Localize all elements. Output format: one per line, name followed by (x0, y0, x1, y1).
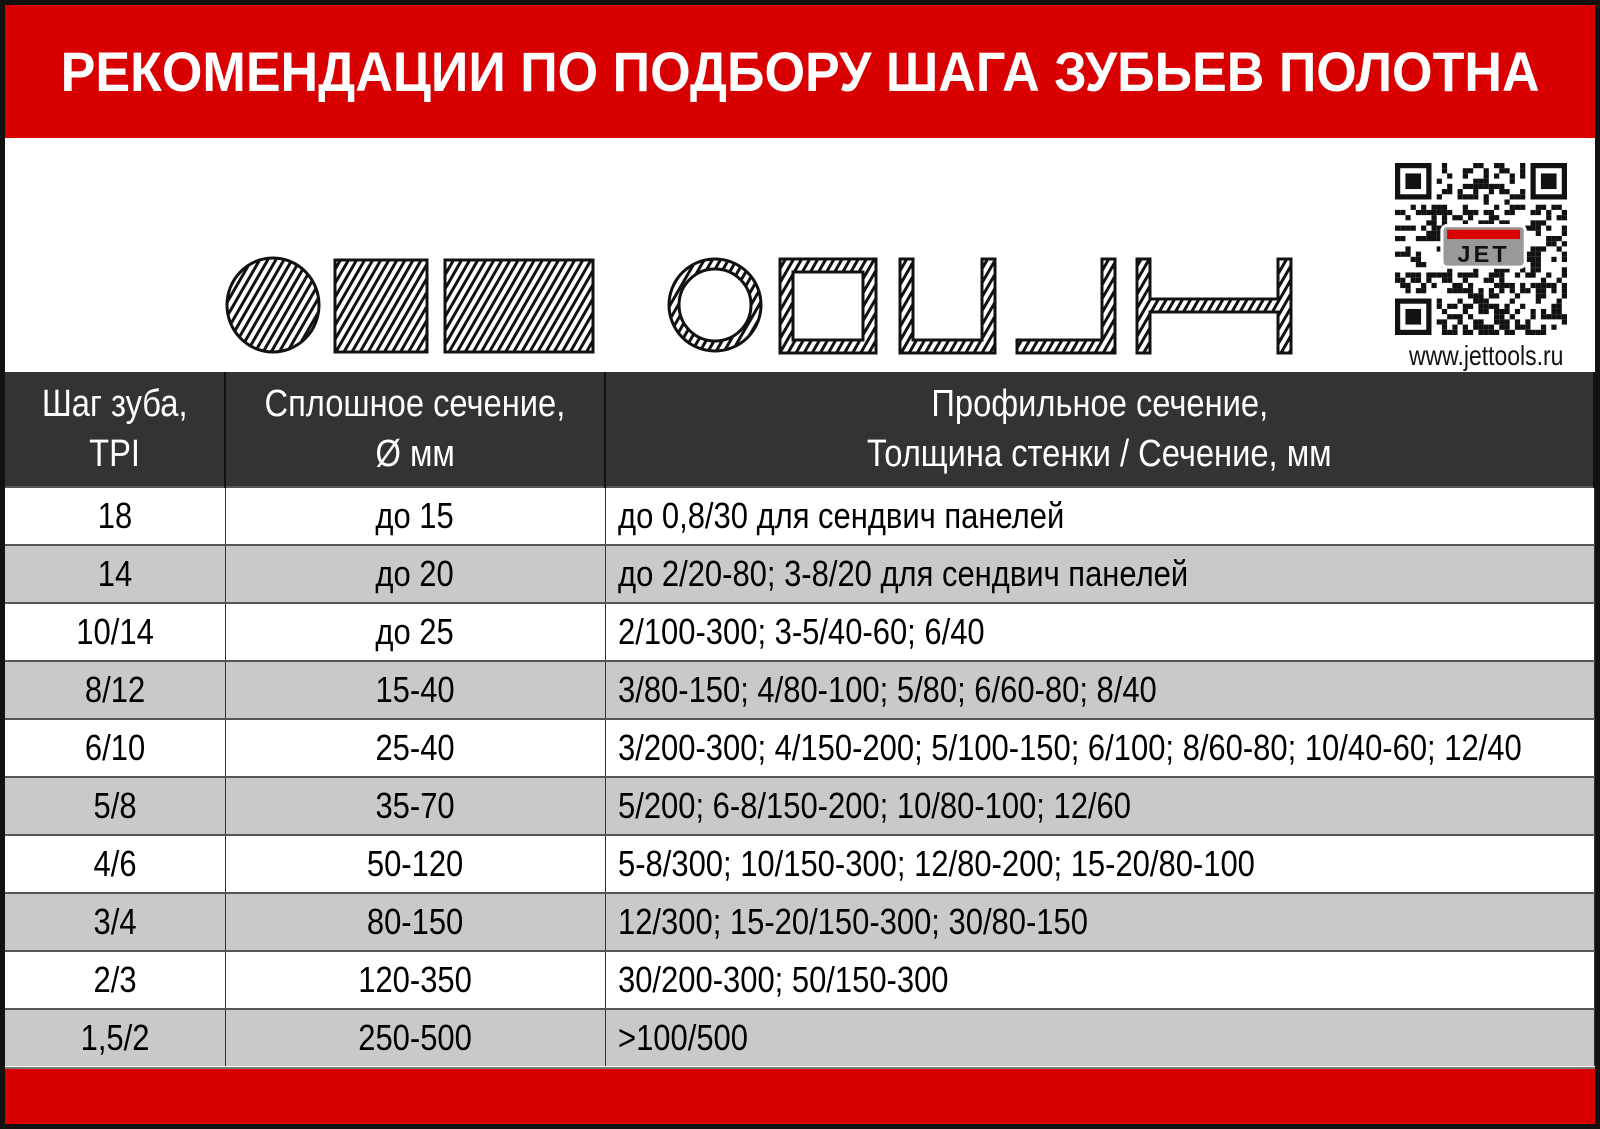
tpi-cell: 14 (5, 544, 226, 603)
angle-icon (1015, 257, 1117, 355)
table-row: 10/14 до 25 2/100-300; 3-5/40-60; 6/40 (5, 602, 1595, 661)
profile-cell-text: 5-8/300; 10/150-300; 12/80-200; 15-20/80… (617, 843, 1255, 884)
tpi-cell: 10/14 (5, 602, 226, 661)
tpi-cell-text: 4/6 (93, 843, 137, 884)
header-tpi: Шаг зуба, TPI (5, 372, 226, 487)
solid-cell-text: до 25 (375, 611, 455, 652)
solid-cell: 250-500 (225, 1008, 606, 1066)
tpi-cell-text: 14 (97, 553, 132, 594)
profile-cell: >100/500 (605, 1008, 1595, 1066)
profile-cell-text: 2/100-300; 3-5/40-60; 6/40 (617, 611, 985, 652)
table-row: 14 до 20 до 2/20-80; 3-8/20 для сендвич па… (5, 544, 1595, 603)
solid-round-icon (225, 256, 321, 354)
footer-band (5, 1067, 1595, 1124)
tpi-cell-text: 2/3 (93, 959, 137, 1000)
header-solid: Сплошное сечение, Ø мм (225, 372, 606, 487)
solid-cell: 25-40 (225, 718, 606, 777)
profile-cell-text: >100/500 (617, 1017, 748, 1058)
tpi-cell-text: 18 (97, 495, 132, 536)
channel-icon (898, 257, 997, 355)
i-beam-icon (1135, 257, 1293, 355)
tpi-cell: 2/3 (5, 950, 226, 1009)
tpi-cell-text: 6/10 (84, 727, 145, 768)
profile-cell: 2/100-300; 3-5/40-60; 6/40 (605, 602, 1595, 661)
profile-cell-text: до 2/20-80; 3-8/20 для сендвич панелей (617, 553, 1188, 594)
solid-cell-text: 15-40 (375, 669, 455, 710)
tpi-cell: 8/12 (5, 660, 226, 719)
profile-cell-text: 5/200; 6-8/150-200; 10/80-100; 12/60 (617, 785, 1131, 826)
profile-cell-text: до 0,8/30 для сендвич панелей (617, 495, 1064, 536)
section-figures (225, 256, 1293, 355)
website-link[interactable]: www.jettools.ru (1409, 340, 1564, 371)
profile-cell: 3/200-300; 4/150-200; 5/100-150; 6/100; … (605, 718, 1595, 777)
table-row: 3/4 80-150 12/300; 15-20/150-300; 30/80-15… (5, 892, 1595, 951)
profile-cell: 5/200; 6-8/150-200; 10/80-100; 12/60 (605, 776, 1595, 835)
solid-cell-text: до 15 (375, 495, 455, 536)
profile-cell: 3/80-150; 4/80-100; 5/80; 6/60-80; 8/40 (605, 660, 1595, 719)
profile-cell-text: 3/200-300; 4/150-200; 5/100-150; 6/100; … (617, 727, 1522, 768)
tpi-table: Шаг зуба, TPI Сплошное сечение, Ø мм Профи… (5, 372, 1595, 1066)
profile-cell-text: 12/300; 15-20/150-300; 30/80-150 (617, 901, 1088, 942)
table-row: 8/12 15-40 3/80-150; 4/80-100; 5/80; 6/60-… (5, 660, 1595, 719)
tpi-cell-text: 8/12 (84, 669, 145, 710)
solid-cell: до 25 (225, 602, 606, 661)
solid-cell-text: 25-40 (375, 727, 455, 768)
profile-cell: 30/200-300; 50/150-300 (605, 950, 1595, 1009)
tpi-cell-text: 5/8 (93, 785, 137, 826)
solid-cell: 15-40 (225, 660, 606, 719)
table-row: 2/3 120-350 30/200-300; 50/150-300 (5, 950, 1595, 1009)
table-row: 18 до 15 до 0,8/30 для сендвич панелей (5, 486, 1595, 545)
page-title: РЕКОМЕНДАЦИИ ПО ПОДБОРУ ШАГА ЗУБЬЕВ ПОЛО… (60, 40, 1540, 103)
profile-cell: 5-8/300; 10/150-300; 12/80-200; 15-20/80… (605, 834, 1595, 893)
jet-logo: JET (1440, 223, 1527, 269)
svg-text:JET: JET (1457, 241, 1509, 267)
tpi-cell-text: 3/4 (93, 901, 137, 942)
table-row: 5/8 35-70 5/200; 6-8/150-200; 10/80-100; 1… (5, 776, 1595, 835)
table-row: 1,5/2 250-500 >100/500 (5, 1008, 1595, 1066)
profile-cell: 12/300; 15-20/150-300; 30/80-150 (605, 892, 1595, 951)
poster: РЕКОМЕНДАЦИИ ПО ПОДБОРУ ШАГА ЗУБЬЕВ ПОЛО… (5, 5, 1595, 1124)
square-tube-icon (778, 257, 878, 355)
solid-cell-text: 35-70 (375, 785, 455, 826)
solid-cell-text: 120-350 (358, 959, 472, 1000)
tpi-cell-text: 10/14 (76, 611, 154, 652)
header-profile: Профильное сечение, Толщина стенки / Сече… (605, 372, 1595, 487)
solid-cell-text: 50-120 (366, 843, 464, 884)
tpi-cell: 4/6 (5, 834, 226, 893)
profile-cell-text: 3/80-150; 4/80-100; 5/80; 6/60-80; 8/40 (617, 669, 1157, 710)
tpi-cell: 3/4 (5, 892, 226, 951)
solid-cell: 80-150 (225, 892, 606, 951)
tpi-cell: 6/10 (5, 718, 226, 777)
solid-rectangle-icon (443, 258, 595, 354)
profile-cell-text: 30/200-300; 50/150-300 (617, 959, 949, 1000)
table-row: 4/6 50-120 5-8/300; 10/150-300; 12/80-200;… (5, 834, 1595, 893)
tpi-cell: 5/8 (5, 776, 226, 835)
title-banner: РЕКОМЕНДАЦИИ ПО ПОДБОРУ ШАГА ЗУБЬЕВ ПОЛО… (5, 5, 1595, 138)
solid-cell: до 15 (225, 486, 606, 545)
profile-cell: до 0,8/30 для сендвич панелей (605, 486, 1595, 545)
solid-cell-text: 250-500 (358, 1017, 472, 1058)
tpi-cell: 1,5/2 (5, 1008, 226, 1066)
qr-code[interactable]: JET (1395, 163, 1567, 335)
solid-cell: 35-70 (225, 776, 606, 835)
round-tube-icon (667, 257, 763, 353)
solid-cell: 50-120 (225, 834, 606, 893)
solid-cell-text: до 20 (375, 553, 455, 594)
table-header-row: Шаг зуба, TPI Сплошное сечение, Ø мм Профи… (5, 372, 1595, 487)
solid-cell: до 20 (225, 544, 606, 603)
solid-cell-text: 80-150 (366, 901, 464, 942)
solid-cell: 120-350 (225, 950, 606, 1009)
table-row: 6/10 25-40 3/200-300; 4/150-200; 5/100-150… (5, 718, 1595, 777)
tpi-cell-text: 1,5/2 (80, 1017, 150, 1058)
solid-square-icon (333, 258, 429, 354)
tpi-cell: 18 (5, 486, 226, 545)
profile-cell: до 2/20-80; 3-8/20 для сендвич панелей (605, 544, 1595, 603)
